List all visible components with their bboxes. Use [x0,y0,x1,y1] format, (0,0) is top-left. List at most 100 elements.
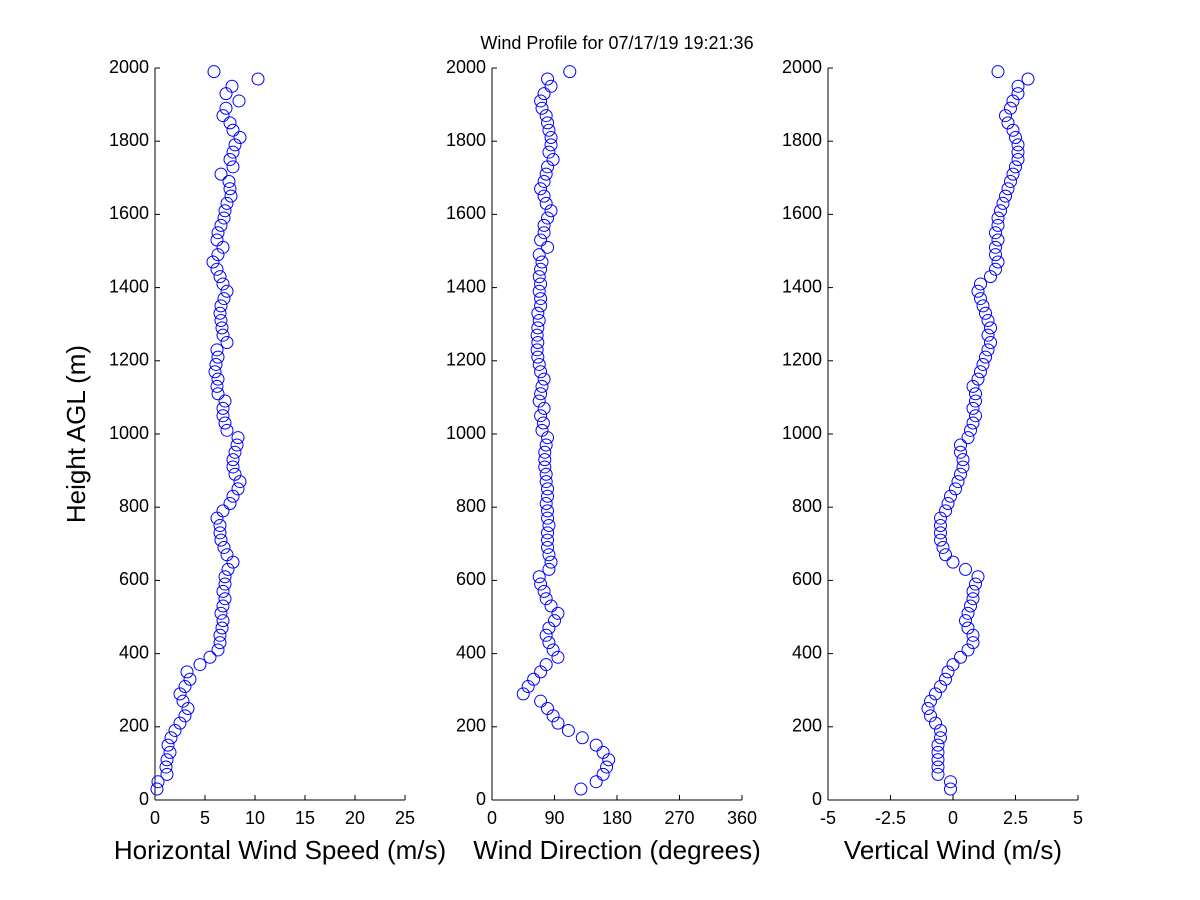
marker [976,357,990,371]
y-tick-label: 1600 [446,203,486,223]
y-tick-label: 1800 [446,130,486,150]
marker [532,357,546,371]
marker [233,131,247,145]
marker [532,284,546,298]
marker [216,328,230,342]
marker [168,723,182,737]
marker [216,599,230,613]
marker [228,467,242,481]
marker [534,387,548,401]
marker [561,723,575,737]
marker [966,416,980,430]
marker [218,577,232,591]
marker [159,760,173,774]
marker [1011,79,1025,93]
marker [934,519,947,532]
marker [934,533,947,547]
y-tick-label: 1000 [782,423,822,443]
marker [989,248,1002,262]
marker [531,321,545,335]
marker [530,343,544,357]
marker [150,782,164,796]
marker [969,394,982,408]
marker [214,167,228,181]
marker [538,445,552,459]
y-tick-label: 2000 [782,57,822,77]
marker [178,709,192,723]
marker [210,233,224,247]
marker [206,255,220,269]
marker [1006,94,1020,108]
marker [991,211,1005,225]
marker [541,504,555,518]
marker [213,636,227,650]
y-tick-label: 0 [476,789,486,809]
marker [163,745,177,759]
marker [534,233,548,247]
marker [954,467,967,481]
marker [931,745,945,759]
marker [959,562,972,576]
marker [214,218,228,232]
marker [226,489,240,503]
marker [193,658,207,672]
marker [216,614,230,628]
marker [934,526,947,540]
marker [971,570,985,584]
marker [211,643,225,657]
y-tick-label: 2000 [446,57,486,77]
y-tick-label: 1600 [109,203,149,223]
y-tick-label: 600 [119,569,149,589]
x-tick-label: 10 [245,808,265,828]
y-tick-label: 1200 [446,350,486,370]
marker [211,387,225,401]
marker [541,116,555,130]
marker [931,738,945,752]
x-tick-label: -5 [820,808,836,828]
marker [203,650,217,664]
marker [213,628,227,642]
marker [961,431,975,445]
marker [220,196,234,210]
marker [541,702,555,715]
marker [226,460,240,474]
marker [534,577,548,591]
marker [180,665,194,679]
marker [954,650,967,664]
marker [176,694,190,708]
marker [596,767,610,781]
marker [574,782,588,796]
marker [1009,131,1022,145]
marker [215,621,229,635]
marker [951,475,965,489]
marker [969,387,982,401]
marker [211,350,225,364]
marker [994,204,1007,218]
marker [537,174,551,188]
marker [981,314,995,328]
marker [214,299,228,313]
marker [991,255,1005,269]
marker [230,438,244,452]
marker [534,277,548,291]
marker [984,336,997,349]
marker [534,365,548,379]
x-axis-label: Wind Direction (degrees) [473,835,761,865]
marker [544,131,558,145]
marker [548,614,561,628]
marker [181,702,195,715]
marker [228,445,242,459]
y-tick-label: 400 [119,642,149,662]
marker [1011,138,1025,152]
marker [974,277,987,291]
marker [531,350,545,364]
x-tick-label: 360 [727,808,757,828]
marker [207,65,221,79]
marker [532,570,546,584]
marker [217,540,231,554]
marker [961,606,975,620]
marker [516,687,530,701]
marker [1001,182,1015,196]
marker [542,562,556,576]
y-tick-label: 2000 [109,57,149,77]
